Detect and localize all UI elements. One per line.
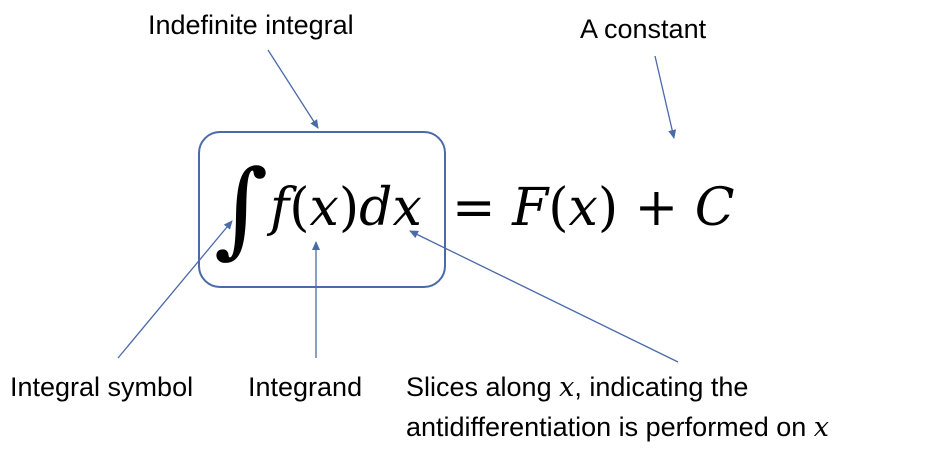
- equation-right-side: = F(x) + C: [452, 168, 735, 248]
- label-slices-line1: Slices along x, indicating the: [406, 370, 748, 405]
- slices-line1-suffix: , indicating the: [574, 372, 749, 402]
- indefinite-integral-box: [198, 131, 446, 288]
- antiderivative-F: F: [512, 178, 549, 238]
- label-constant: A constant: [580, 14, 707, 44]
- slices-line1-prefix: Slices along: [406, 372, 560, 402]
- differential-dx: dx: [359, 178, 422, 238]
- antiderivative-open-paren: (: [548, 178, 569, 238]
- slices-line2-prefix: antidifferentiation is performed on: [406, 412, 814, 442]
- arrow-indefinite-integral: [267, 49, 319, 129]
- constant-C: C: [694, 178, 735, 238]
- label-slices-line2: antidifferentiation is performed on x: [406, 410, 829, 445]
- label-integral-symbol: Integral symbol: [10, 372, 194, 402]
- arrow-integral-symbol: [117, 220, 233, 359]
- label-integrand: Integrand: [248, 372, 363, 402]
- integrand-close-paren: ): [338, 178, 360, 238]
- arrow-slices: [409, 230, 679, 363]
- arrow-constant: [654, 55, 677, 139]
- slices-line2-variable: x: [813, 412, 829, 443]
- antiderivative-close-paren: ): [597, 178, 619, 238]
- antiderivative-variable: x: [568, 178, 598, 238]
- slices-line1-variable: x: [559, 372, 575, 403]
- plus-sign: +: [634, 178, 679, 238]
- integrand-open-paren: (: [289, 178, 310, 238]
- integrand-variable: x: [309, 178, 339, 238]
- equation-integrand-part: f(x)dx: [270, 168, 422, 248]
- integral-symbol: ∫: [214, 147, 269, 269]
- label-indefinite-integral: Indefinite integral: [148, 10, 354, 40]
- equals-sign: =: [452, 178, 496, 238]
- integrand-f: f: [270, 178, 290, 238]
